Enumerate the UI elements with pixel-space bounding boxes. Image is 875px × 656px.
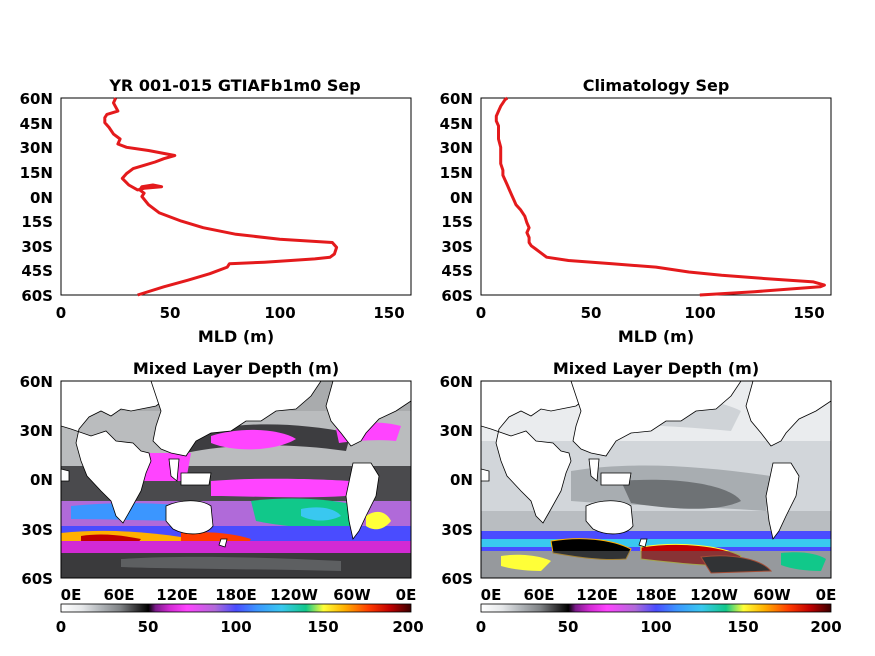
map-x-axis: 0E 60E 120E 180E 120W 60W 0E (481, 586, 837, 604)
map-lat-label: 60N (440, 373, 473, 391)
map-lon-label: 60E (523, 586, 554, 604)
colorbar: 0 50 100 150 200 (56, 603, 424, 636)
x-tick-label: 0 (56, 304, 66, 322)
map-lat-label: 30S (441, 521, 473, 539)
map-lon-label: 60W (333, 586, 371, 604)
colorbar-ramp (480, 603, 832, 613)
colorbar: 0 50 100 150 200 (476, 603, 842, 636)
y-tick-label: 45S (441, 262, 473, 280)
map-lon-label: 60E (103, 586, 134, 604)
land-masses (61, 381, 411, 548)
map-lon-label: 60W (753, 586, 791, 604)
x-tick-label: 50 (581, 304, 602, 322)
y-axis: 60N 45N 30N 15N 0N 15S 30S 45S 60S (20, 90, 53, 305)
colorbar-tick-label: 50 (558, 618, 579, 636)
y-tick-label: 15N (440, 164, 473, 182)
x-tick-label: 50 (160, 304, 181, 322)
plot-frame (60, 97, 412, 296)
map-title: Mixed Layer Depth (m) (133, 359, 339, 378)
map-frame (60, 380, 412, 579)
map-lon-label: 120W (690, 586, 738, 604)
colorbar-tick-label: 200 (392, 618, 423, 636)
mld-map (481, 381, 831, 578)
map-lon-label: 120E (156, 586, 198, 604)
colorbar-tick-label: 100 (640, 618, 671, 636)
x-tick-label: 0 (476, 304, 486, 322)
map-panel-model: Mixed Layer Depth (m) (20, 359, 424, 636)
colorbar-tick-label: 0 (56, 618, 66, 636)
y-tick-label: 15N (20, 164, 53, 182)
colorbar-ramp (60, 603, 412, 613)
x-tick-label: 100 (264, 304, 295, 322)
x-axis-label: MLD (m) (618, 327, 694, 346)
map-lat-label: 0N (450, 471, 473, 489)
y-tick-label: 15S (441, 213, 473, 231)
x-axis: 0 50 100 150 (56, 304, 405, 322)
land-masses (481, 381, 831, 548)
mld-profile-line (494, 96, 826, 297)
map-lon-label: 120W (270, 586, 318, 604)
profile-panel-model: YR 001-015 GTIAFb1m0 Sep 60N 45N 30N 15N… (20, 76, 412, 346)
y-tick-label: 45S (21, 262, 53, 280)
x-tick-label: 100 (684, 304, 715, 322)
map-y-axis: 60N 30N 0N 30S 60S (440, 373, 473, 588)
map-lat-label: 60S (21, 570, 53, 588)
map-lat-label: 60N (20, 373, 53, 391)
map-y-axis: 60N 30N 0N 30S 60S (20, 373, 53, 588)
mld-profile-line (103, 97, 339, 297)
y-tick-label: 30S (441, 238, 473, 256)
map-lon-label: 0E (396, 586, 417, 604)
y-tick-label: 15S (21, 213, 53, 231)
y-tick-label: 0N (450, 189, 473, 207)
map-lat-label: 0N (30, 471, 53, 489)
y-tick-label: 60N (20, 90, 53, 108)
colorbar-tick-label: 50 (138, 618, 159, 636)
plot-frame (480, 97, 832, 296)
map-lat-label: 30N (20, 422, 53, 440)
map-lon-label: 0E (481, 586, 502, 604)
colorbar-tick-label: 150 (727, 618, 758, 636)
colorbar-tick-label: 200 (810, 618, 841, 636)
map-lon-label: 120E (576, 586, 618, 604)
y-tick-label: 60S (21, 287, 53, 305)
colorbar-tick-label: 150 (307, 618, 338, 636)
chart-title: Climatology Sep (583, 76, 730, 95)
x-axis-label: MLD (m) (198, 327, 274, 346)
colorbar-tick-label: 0 (476, 618, 486, 636)
map-lat-label: 60S (441, 570, 473, 588)
map-panel-climatology: Mixed Layer Depth (m) (440, 359, 842, 636)
mld-map (61, 381, 411, 578)
colorbar-tick-label: 100 (220, 618, 251, 636)
chart-title: YR 001-015 GTIAFb1m0 Sep (108, 76, 360, 95)
y-tick-label: 60N (440, 90, 473, 108)
y-tick-label: 60S (441, 287, 473, 305)
y-axis: 60N 45N 30N 15N 0N 15S 30S 45S 60S (440, 90, 473, 305)
y-tick-label: 45N (440, 115, 473, 133)
map-lon-label: 180E (635, 586, 677, 604)
map-frame (480, 380, 832, 579)
map-lat-label: 30S (21, 521, 53, 539)
map-lon-label: 180E (215, 586, 257, 604)
map-lat-label: 30N (440, 422, 473, 440)
map-x-axis: 0E 60E 120E 180E 120W 60W 0E (61, 586, 417, 604)
map-lon-label: 0E (61, 586, 82, 604)
y-tick-label: 45N (20, 115, 53, 133)
x-axis: 0 50 100 150 (476, 304, 825, 322)
y-tick-label: 30N (440, 139, 473, 157)
y-tick-label: 0N (30, 189, 53, 207)
profile-panel-climatology: Climatology Sep 60N 45N 30N 15N 0N 15S 3… (440, 76, 832, 346)
y-tick-label: 30N (20, 139, 53, 157)
x-tick-label: 150 (373, 304, 404, 322)
y-tick-label: 30S (21, 238, 53, 256)
map-title: Mixed Layer Depth (m) (553, 359, 759, 378)
map-lon-label: 0E (816, 586, 837, 604)
x-tick-label: 150 (793, 304, 824, 322)
